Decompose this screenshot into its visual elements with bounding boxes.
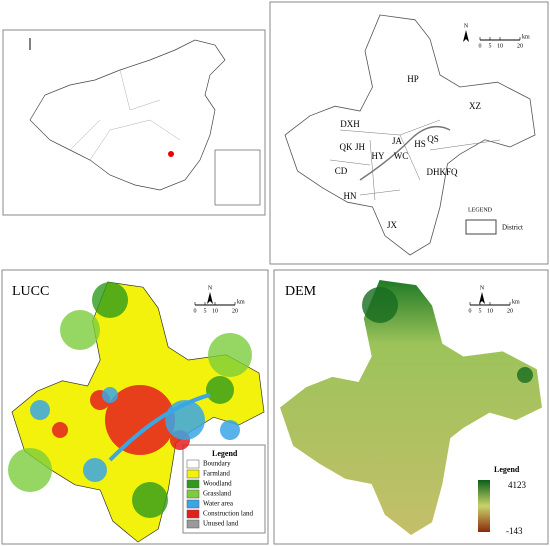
scale-label: 5 [479,308,482,314]
lucc-title: LUCC [12,284,49,299]
highland [517,367,533,383]
lucc-legend-title: Legend [212,449,238,458]
inset-box [214,149,261,206]
lucc-legend-box [182,444,266,534]
district-label: XZ [469,101,481,111]
scale-unit: km [512,299,520,305]
scale-label: 10 [212,308,218,314]
land-patch [92,282,128,318]
scale-label: 20 [232,308,238,314]
north-arrow [207,292,213,304]
scale-unit: km [237,299,245,305]
land-patch [60,310,100,350]
dem-legend-min: -143 [506,526,523,536]
scale-unit: km [522,34,530,40]
wuhan-outline [284,14,536,256]
district-label: DHKFQ [426,167,458,177]
scale-label: 20 [507,308,513,314]
water-patch [30,400,50,420]
water-patch [102,387,118,403]
legend-label: Water area [203,500,234,508]
district-label: HY [372,151,385,161]
legend-label: Farmland [203,470,230,478]
district-label: QK [340,142,353,152]
scale-label: 10 [487,308,493,314]
land-patch [208,333,252,377]
north-label: N [208,285,213,291]
legend-swatch [186,459,200,469]
dem-colorbar [478,480,490,532]
land-patch [206,376,234,404]
land-patch [52,422,68,438]
river [108,393,211,462]
wuhan-location [168,151,174,157]
legend-label: Unused land [203,520,239,528]
district-legend-item: District [502,224,523,232]
legend-swatch [186,469,200,479]
highland [362,287,398,323]
scale-label: 0 [469,308,472,314]
district-lines [329,119,501,201]
land-patch [105,385,175,455]
district-label: CD [335,166,348,176]
district-label: JH [355,142,366,152]
land-patch [132,482,168,518]
dem-legend-title: Legend [494,465,520,474]
scale-label: 5 [204,308,207,314]
china-outline [29,39,226,191]
district-label: HN [344,191,357,201]
district-label: WC [394,151,409,161]
province-lines [69,69,181,161]
legend-label: Boundary [203,460,231,468]
district-label: JX [387,220,398,230]
legend-swatch [186,489,200,499]
district-label: JA [392,136,403,146]
legend-swatch [186,509,200,519]
district-label: HP [407,74,419,84]
water-patch [83,458,107,482]
dem-outline [280,280,542,535]
district-legend-swatch [465,219,497,235]
land-patch [8,448,52,492]
north-arrow [463,30,469,42]
north-arrow [479,292,485,304]
district-label: QS [427,134,439,144]
scale-label: 20 [517,43,523,49]
north-label: N [464,23,469,29]
scale-label: 5 [489,43,492,49]
legend-swatch [186,499,200,509]
north-label: N [480,285,485,291]
legend-label: Construction land [203,510,253,518]
district-label: HS [414,139,426,149]
legend-swatch [186,519,200,529]
district-legend-title: LEGEND [468,207,493,213]
dem-title: DEM [285,284,317,299]
legend-label: Woodland [203,480,232,488]
scale-label: 0 [479,43,482,49]
scale-label: 0 [194,308,197,314]
dem-legend-max: 4123 [508,480,527,490]
water-patch [220,420,240,440]
river [359,125,451,181]
legend-label: Grassland [203,490,231,498]
scale-label: 10 [497,43,503,49]
legend-swatch [186,479,200,489]
district-label: DXH [340,119,360,129]
